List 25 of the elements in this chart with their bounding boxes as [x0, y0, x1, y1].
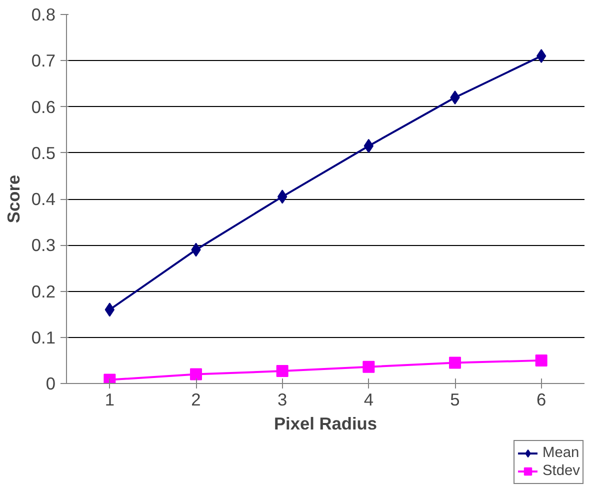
x-axis-title: Pixel Radius	[274, 414, 378, 434]
y-tick-label: 0.2	[31, 281, 56, 302]
x-tick-label: 5	[450, 390, 460, 410]
x-tick-label: 4	[364, 390, 374, 410]
y-tick-label: 0	[46, 374, 56, 394]
y-tick-label: 0.3	[31, 235, 56, 256]
point	[535, 354, 548, 366]
y-tick-label: 0.7	[31, 50, 56, 71]
y-axis-title: Score	[3, 174, 24, 224]
y-tick-label: 0.4	[31, 189, 56, 209]
y-tick-label: 0.8	[31, 4, 56, 24]
x-tick-label: 6	[536, 390, 546, 410]
point	[190, 368, 202, 380]
x-tick-label: 3	[278, 390, 288, 410]
x-tick-label: 1	[104, 390, 114, 410]
legend-label: Stdev	[542, 462, 580, 480]
point	[276, 365, 288, 378]
x-tick-label: 2	[191, 390, 201, 410]
point	[362, 360, 375, 373]
y-tick-label: 0.6	[31, 96, 56, 117]
point	[449, 356, 461, 369]
legend-label: Mean	[542, 444, 580, 462]
y-tick-label: 0.5	[31, 142, 56, 163]
y-tick-label: 0.1	[31, 327, 56, 348]
point	[104, 374, 116, 384]
